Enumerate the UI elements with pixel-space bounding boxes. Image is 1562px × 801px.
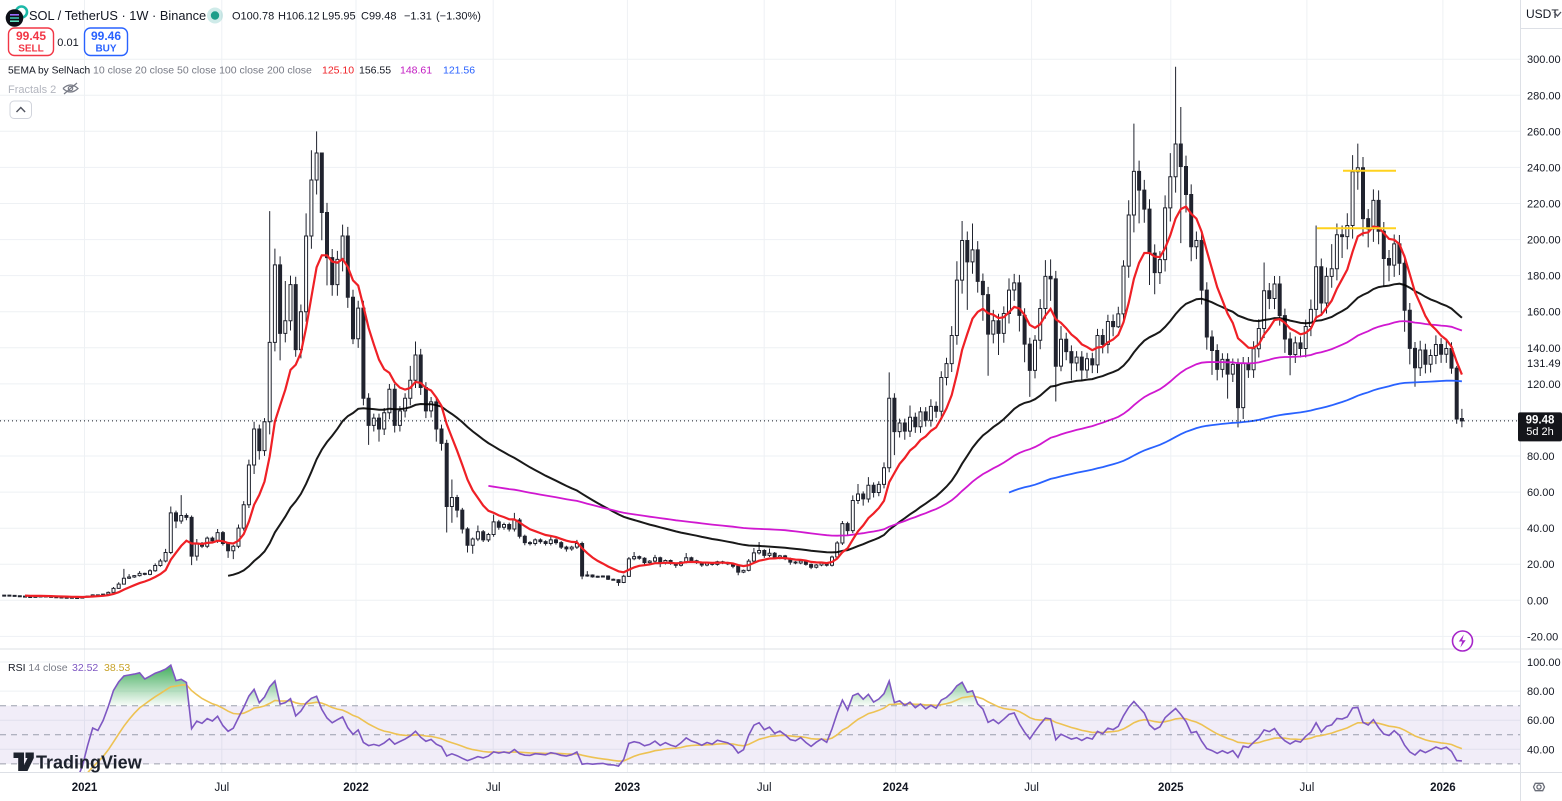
svg-text:148.61: 148.61 [400,65,432,77]
svg-text:99.46: 99.46 [91,29,121,43]
svg-text:5d 2h: 5d 2h [1526,426,1554,438]
svg-text:5EMA by SelNach: 5EMA by SelNach [8,66,90,77]
svg-text:99.48: 99.48 [1526,414,1555,426]
svg-text:2026: 2026 [1430,782,1456,794]
svg-text:60.00: 60.00 [1527,715,1555,727]
svg-text:-20.00: -20.00 [1527,631,1558,643]
svg-text:240.00: 240.00 [1527,162,1561,174]
svg-text:H106.12: H106.12 [278,11,320,23]
svg-text:Jul: Jul [1024,782,1039,794]
svg-text:38.53: 38.53 [104,662,130,674]
svg-text:SELL: SELL [18,44,44,55]
svg-text:0.01: 0.01 [57,37,78,49]
svg-text:2023: 2023 [615,782,641,794]
svg-text:2022: 2022 [343,782,369,794]
svg-text:Jul: Jul [486,782,501,794]
svg-text:RSI 14 close: RSI 14 close [8,662,68,674]
svg-text:280.00: 280.00 [1527,90,1561,102]
svg-text:2024: 2024 [883,782,909,794]
svg-text:180.00: 180.00 [1527,271,1561,283]
svg-text:O100.78: O100.78 [232,11,274,23]
svg-text:60.00: 60.00 [1527,487,1555,499]
svg-text:125.10: 125.10 [322,65,354,77]
svg-text:2021: 2021 [72,782,98,794]
svg-text:220.00: 220.00 [1527,199,1561,211]
svg-text:200.00: 200.00 [1527,235,1561,247]
svg-text:Fractals 2: Fractals 2 [8,84,56,96]
svg-text:−1.31: −1.31 [404,11,432,23]
svg-text:32.52: 32.52 [72,662,98,674]
svg-text:Jul: Jul [757,782,772,794]
svg-text:C99.48: C99.48 [361,11,396,23]
svg-text:BUY: BUY [95,44,116,55]
svg-text:40.00: 40.00 [1527,523,1555,535]
svg-text:100.00: 100.00 [1527,657,1561,669]
svg-text:80.00: 80.00 [1527,451,1555,463]
svg-text:99.45: 99.45 [16,29,46,43]
svg-text:121.56: 121.56 [443,65,475,77]
svg-text:260.00: 260.00 [1527,126,1561,138]
svg-text:Jul: Jul [1300,782,1315,794]
svg-text:10 close 20 close 50 close 100: 10 close 20 close 50 close 100 close 200… [93,65,312,77]
svg-text:2025: 2025 [1158,782,1184,794]
svg-text:120.00: 120.00 [1527,379,1561,391]
svg-text:0.00: 0.00 [1527,595,1548,607]
svg-text:131.49: 131.49 [1527,358,1561,370]
svg-text:160.00: 160.00 [1527,307,1561,319]
svg-text:SOL / TetherUS · 1W · Binance: SOL / TetherUS · 1W · Binance [29,8,206,23]
svg-text:Jul: Jul [214,782,229,794]
svg-text:TradingView: TradingView [36,753,143,773]
svg-text:300.00: 300.00 [1527,54,1561,66]
svg-text:L95.95: L95.95 [322,11,356,23]
svg-text:(−1.30%): (−1.30%) [436,11,481,23]
svg-text:156.55: 156.55 [359,65,391,77]
svg-text:USDT: USDT [1526,7,1559,21]
svg-text:140.00: 140.00 [1527,343,1561,355]
svg-text:20.00: 20.00 [1527,559,1555,571]
svg-text:40.00: 40.00 [1527,744,1555,756]
svg-text:80.00: 80.00 [1527,686,1555,698]
